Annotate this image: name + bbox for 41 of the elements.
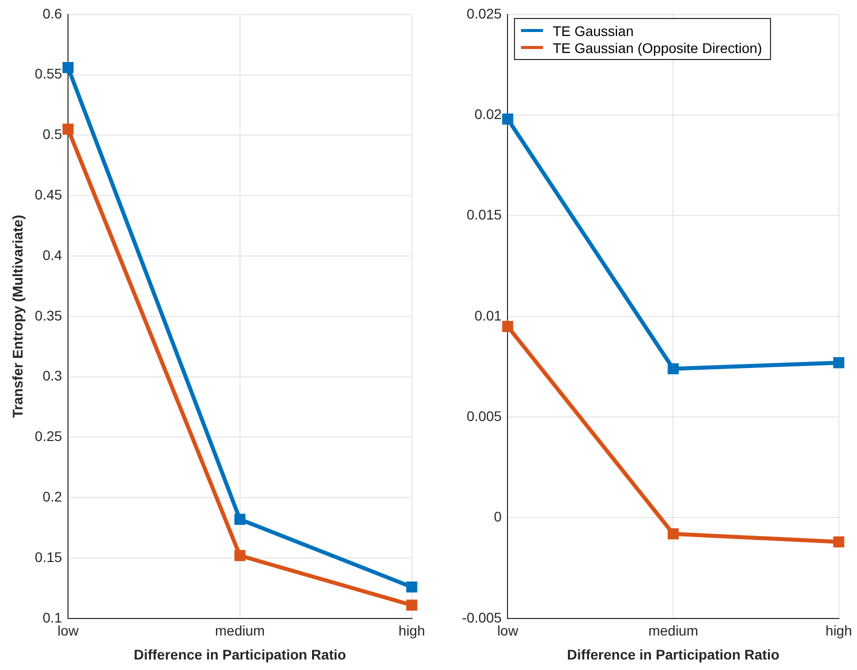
x-tick-label: low [58,622,80,639]
y-tick-label: 0.6 [42,5,62,22]
point [668,363,679,374]
point [833,357,844,368]
point [502,114,514,125]
y-tick-label: 0.01 [474,307,502,324]
x-axis-title: Difference in Participation Ratio [567,646,780,662]
point [62,124,74,135]
y-tick-label: 0.02 [474,106,502,122]
y-tick-label: 0.3 [42,368,62,384]
point [406,600,418,611]
y-tick-label: 0.2 [42,488,62,504]
point [234,550,246,562]
legend-label: TE Gaussian [552,22,634,39]
x-tick-label: medium [215,622,265,639]
y-tick-label: 0.005 [466,408,502,424]
point [668,528,679,540]
x-axis-title: Difference in Participation Ratio [134,646,346,662]
y-axis-title: Transfer Entropy (Multivariate) [9,214,26,418]
legend-label: TE Gaussian (Opposite Direction) [552,40,762,56]
y-tick-label: 0.1 [42,609,62,626]
point [406,581,418,593]
y-tick-label: 0.025 [466,5,502,22]
point [62,62,74,74]
point [234,514,246,525]
y-tick-label: 0 [494,508,502,525]
point [833,536,844,548]
y-tick-label: 0.4 [42,246,62,263]
x-tick-label: medium [648,622,698,639]
y-tick-label: 0.55 [34,66,62,82]
point [502,320,514,332]
x-tick-label: high [398,622,425,639]
y-tick-label: 0.015 [466,206,502,223]
x-tick-label: high [826,622,852,639]
y-tick-label: 0.5 [42,126,62,142]
y-tick-label: 0.35 [34,307,62,324]
x-tick-label: low [497,622,520,639]
y-tick-label: 0.25 [34,428,62,444]
y-tick-label: 0.15 [34,548,62,565]
y-tick-label: -0.005 [462,609,502,626]
y-tick-label: 0.45 [34,186,62,202]
